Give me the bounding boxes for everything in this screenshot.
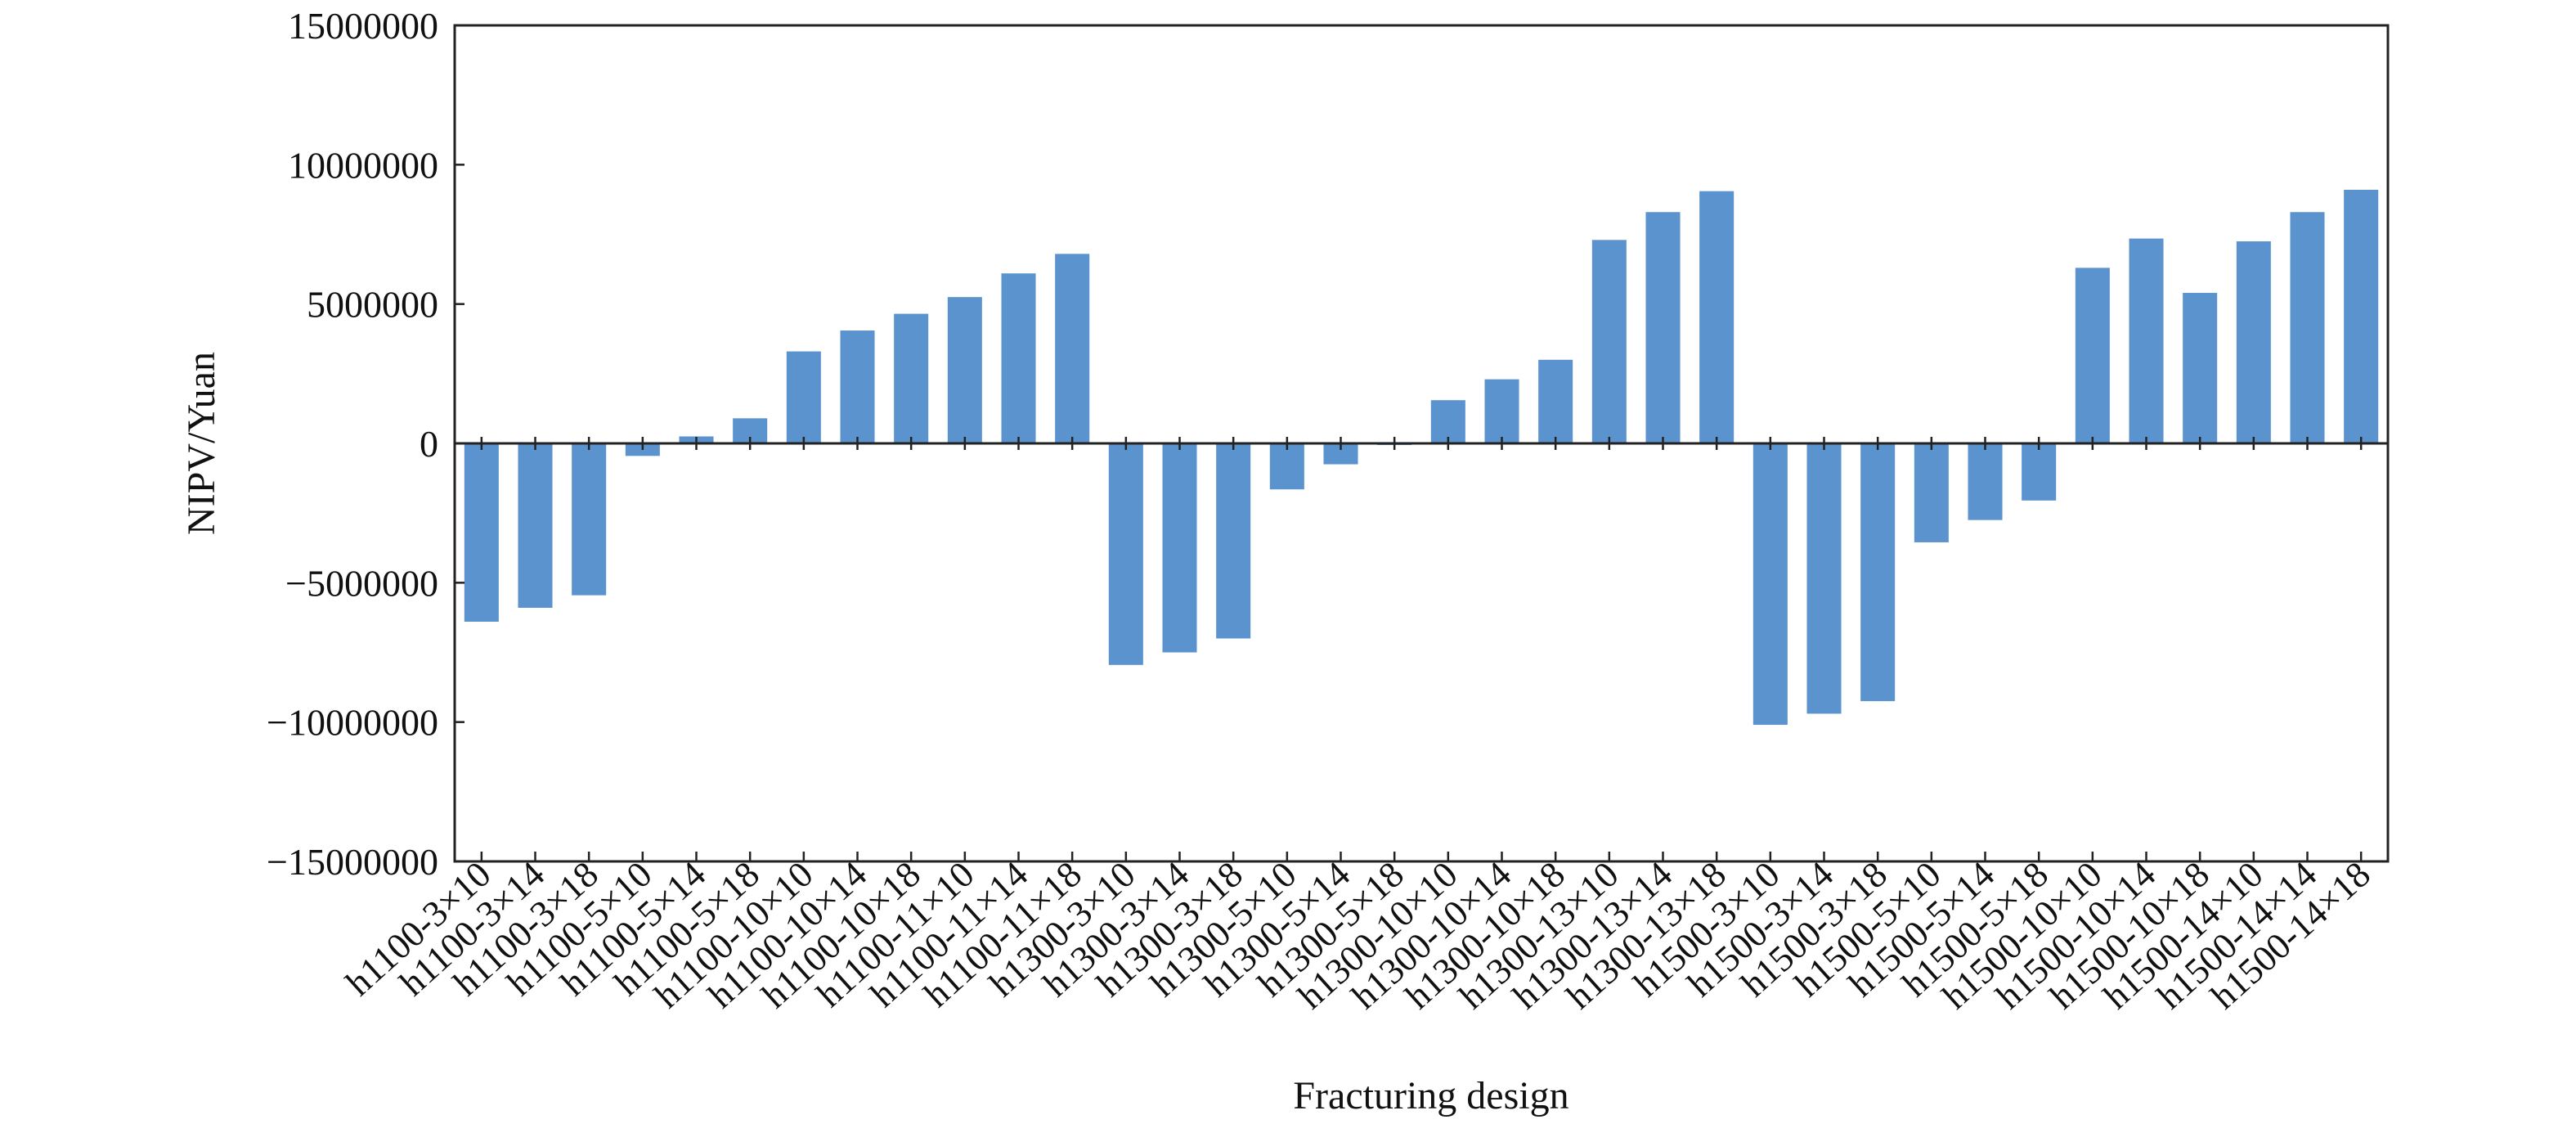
bar (2022, 443, 2057, 501)
bar (464, 443, 499, 623)
x-axis-title: Fracturing design (1293, 1074, 1568, 1117)
bars-group (464, 189, 2379, 726)
bar (1430, 400, 1465, 443)
y-tick-label: 15000000 (288, 5, 438, 47)
bar (1269, 443, 1304, 490)
bar (786, 351, 821, 443)
bar (1752, 443, 1788, 726)
bar (2183, 293, 2218, 443)
bar (1108, 443, 1143, 665)
bar (1484, 379, 1519, 443)
y-tick-label: 10000000 (288, 144, 438, 186)
bar (1162, 443, 1197, 653)
bar (894, 313, 929, 443)
bar (2236, 241, 2271, 443)
y-tick-label: 5000000 (307, 284, 438, 326)
bar (1001, 273, 1036, 443)
bar (1538, 359, 1573, 443)
y-tick-label: −15000000 (267, 841, 438, 883)
bar (2344, 189, 2379, 444)
bar (2290, 212, 2325, 443)
bar (1055, 254, 1090, 443)
y-tick-label: −5000000 (285, 562, 438, 604)
bar (1806, 443, 1842, 714)
y-tick-label: −10000000 (267, 702, 438, 744)
bar (518, 443, 553, 608)
bar (572, 443, 607, 596)
bar (1914, 443, 1949, 542)
bar (840, 330, 875, 443)
bar (1591, 240, 1627, 443)
bar (2075, 268, 2110, 443)
bar (947, 297, 982, 443)
bar (1699, 191, 1735, 443)
bar (1968, 443, 2003, 520)
x-axis: h1100-3×10h1100-3×14h1100-3×18h1100-5×10… (339, 437, 2378, 1017)
bar (1860, 443, 1896, 702)
bar (1645, 212, 1681, 443)
bar (2129, 238, 2164, 443)
y-axis-title: NIPV/Yuan (180, 352, 223, 535)
bar (1216, 443, 1251, 639)
y-axis: 15000000 10000000 5000000 0 −5000000 −1000000… (267, 5, 464, 883)
y-tick-label: 0 (420, 423, 438, 465)
